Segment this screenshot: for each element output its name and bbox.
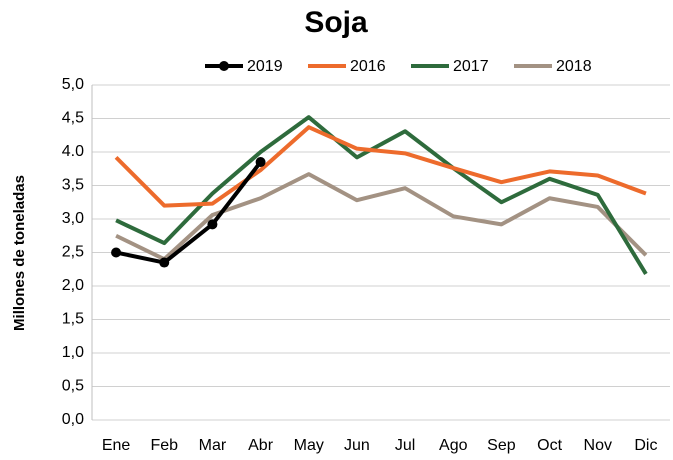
x-tick-label: Jun (344, 437, 370, 454)
legend-label: 2017 (453, 58, 489, 75)
x-tick-label: Sep (487, 437, 516, 454)
line (114, 125, 647, 208)
x-tick-label: Oct (537, 437, 562, 454)
y-tick-label: 1,5 (62, 311, 84, 328)
x-tick-label: Abr (248, 437, 274, 454)
y-tick-label: 2,0 (62, 277, 84, 294)
line (115, 172, 648, 262)
chart-title: Soja (304, 6, 368, 39)
marker (207, 219, 218, 230)
line (115, 160, 263, 265)
y-tick-label: 3,5 (62, 177, 84, 194)
legend-marker (219, 61, 229, 71)
x-tick-label: Ago (439, 437, 468, 454)
y-tick-label: 0,5 (62, 378, 84, 395)
y-tick-label: 4,5 (62, 110, 84, 127)
line (115, 115, 648, 275)
marker (111, 247, 122, 258)
y-axis-label: Millones de toneladas (11, 175, 28, 331)
y-tick-label: 4.0 (62, 143, 84, 160)
legend-label: 2019 (247, 58, 283, 75)
x-tick-label: Dic (634, 437, 657, 454)
x-tick-label: Mar (199, 437, 227, 454)
x-tick-label: Ene (102, 437, 131, 454)
x-tick-label: May (294, 437, 324, 454)
y-tick-label: 3,0 (62, 210, 84, 227)
x-tick-label: Nov (584, 437, 612, 454)
y-tick-label: 0,0 (62, 411, 84, 428)
x-tick-label: Feb (150, 437, 178, 454)
marker (159, 257, 170, 268)
legend-label: 2016 (350, 58, 386, 75)
x-tick-label: Jul (395, 437, 415, 454)
marker (255, 157, 266, 168)
y-tick-label: 1,0 (62, 344, 84, 361)
legend-label: 2018 (556, 58, 592, 75)
y-tick-label: 5,0 (62, 76, 84, 93)
y-tick-label: 2,5 (62, 244, 84, 261)
